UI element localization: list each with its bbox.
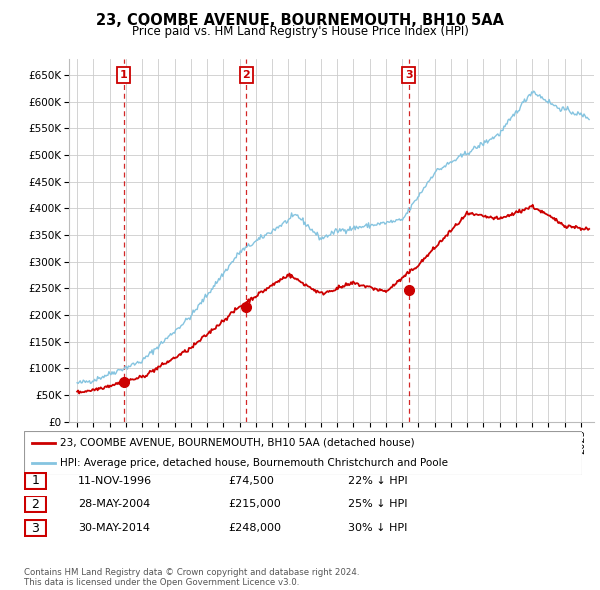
Text: 30-MAY-2014: 30-MAY-2014 (78, 523, 150, 533)
Text: 3: 3 (405, 70, 413, 80)
Text: 25% ↓ HPI: 25% ↓ HPI (348, 500, 407, 509)
Text: £248,000: £248,000 (228, 523, 281, 533)
Text: 30% ↓ HPI: 30% ↓ HPI (348, 523, 407, 533)
Text: 3: 3 (31, 522, 40, 535)
Text: Price paid vs. HM Land Registry's House Price Index (HPI): Price paid vs. HM Land Registry's House … (131, 25, 469, 38)
Text: 23, COOMBE AVENUE, BOURNEMOUTH, BH10 5AA: 23, COOMBE AVENUE, BOURNEMOUTH, BH10 5AA (96, 13, 504, 28)
Text: 2: 2 (31, 498, 40, 511)
Text: Contains HM Land Registry data © Crown copyright and database right 2024.
This d: Contains HM Land Registry data © Crown c… (24, 568, 359, 587)
Text: 11-NOV-1996: 11-NOV-1996 (78, 476, 152, 486)
Text: £74,500: £74,500 (228, 476, 274, 486)
Text: £215,000: £215,000 (228, 500, 281, 509)
Text: 28-MAY-2004: 28-MAY-2004 (78, 500, 150, 509)
Text: HPI: Average price, detached house, Bournemouth Christchurch and Poole: HPI: Average price, detached house, Bour… (60, 458, 448, 468)
Text: 2: 2 (242, 70, 250, 80)
Text: 1: 1 (31, 474, 40, 487)
Text: 22% ↓ HPI: 22% ↓ HPI (348, 476, 407, 486)
Text: 23, COOMBE AVENUE, BOURNEMOUTH, BH10 5AA (detached house): 23, COOMBE AVENUE, BOURNEMOUTH, BH10 5AA… (60, 438, 415, 448)
Text: 1: 1 (120, 70, 128, 80)
